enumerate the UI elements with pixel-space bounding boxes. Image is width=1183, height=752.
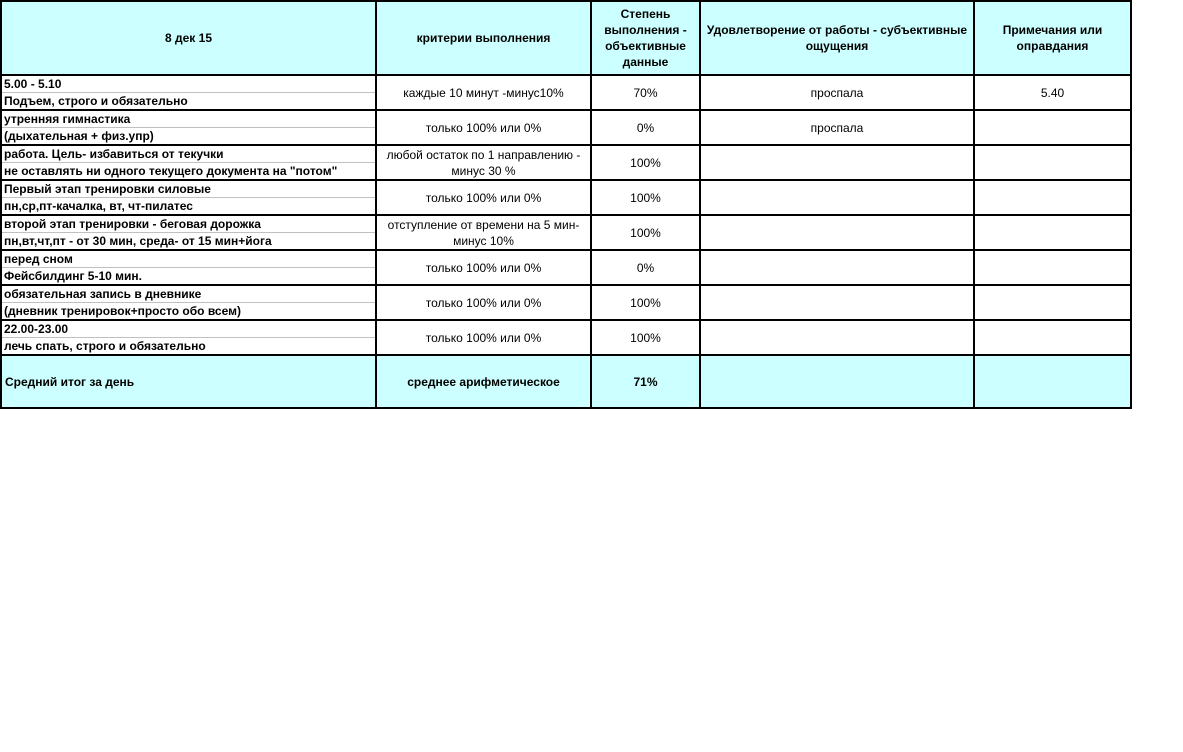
degree-cell[interactable]: 100%: [590, 179, 701, 216]
footer-criteria[interactable]: среднее арифметическое: [375, 354, 592, 409]
task-description: пн,вт,чт,пт - от 30 мин, среда- от 15 ми…: [4, 234, 272, 248]
footer-satisfaction[interactable]: [699, 354, 975, 409]
footer-degree[interactable]: 71%: [590, 354, 701, 409]
criteria-cell[interactable]: только 100% или 0%: [375, 249, 592, 286]
criteria-cell[interactable]: только 100% или 0%: [375, 179, 592, 216]
task-time-or-title: 22.00-23.00: [3, 322, 374, 338]
table-row: обязательная запись в дневнике (дневник т…: [0, 284, 1132, 321]
degree-cell[interactable]: 0%: [590, 109, 701, 146]
notes-cell[interactable]: [973, 109, 1132, 146]
task-description: пн,ср,пт-качалка, вт, чт-пилатес: [4, 199, 193, 213]
task-time-or-title: обязательная запись в дневнике: [3, 287, 374, 303]
notes-cell[interactable]: [973, 144, 1132, 181]
task-time-or-title: перед сном: [3, 252, 374, 268]
criteria-cell[interactable]: только 100% или 0%: [375, 284, 592, 321]
task-time-or-title: 5.00 - 5.10: [3, 77, 374, 93]
task-description: Подъем, строго и обязательно: [4, 94, 188, 108]
table-row: 5.00 - 5.10 Подъем, строго и обязательно …: [0, 74, 1132, 111]
task-description: (дыхательная + физ.упр): [4, 129, 154, 143]
task-description: (дневник тренировок+просто обо всем): [4, 304, 241, 318]
header-satisfaction[interactable]: Удовлетворение от работы - субъективные …: [699, 0, 975, 76]
degree-cell[interactable]: 100%: [590, 144, 701, 181]
task-cell[interactable]: обязательная запись в дневнике (дневник т…: [0, 284, 377, 321]
degree-cell[interactable]: 100%: [590, 319, 701, 356]
header-row: 8 дек 15 критерии выполнения Степень вып…: [0, 0, 1132, 76]
task-description: лечь спать, строго и обязательно: [4, 339, 206, 353]
task-cell[interactable]: 22.00-23.00 лечь спать, строго и обязател…: [0, 319, 377, 356]
task-cell[interactable]: Первый этап тренировки силовые пн,ср,пт-к…: [0, 179, 377, 216]
notes-cell[interactable]: [973, 284, 1132, 321]
criteria-cell[interactable]: каждые 10 минут -минус10%: [375, 74, 592, 111]
satisfaction-cell[interactable]: [699, 144, 975, 181]
header-criteria[interactable]: критерии выполнения: [375, 0, 592, 76]
footer-notes[interactable]: [973, 354, 1132, 409]
criteria-cell[interactable]: отступление от времени на 5 мин- минус 1…: [375, 214, 592, 251]
header-date[interactable]: 8 дек 15: [0, 0, 377, 76]
task-time-or-title: работа. Цель- избавиться от текучки: [3, 147, 374, 163]
satisfaction-cell[interactable]: проспала: [699, 109, 975, 146]
task-time-or-title: Первый этап тренировки силовые: [3, 182, 374, 198]
notes-cell[interactable]: 5.40: [973, 74, 1132, 111]
notes-cell[interactable]: [973, 214, 1132, 251]
satisfaction-cell[interactable]: [699, 249, 975, 286]
table-row: перед сном Фейсбилдинг 5-10 мин. только 1…: [0, 249, 1132, 286]
daily-plan-table: 8 дек 15 критерии выполнения Степень вып…: [0, 0, 1132, 409]
degree-cell[interactable]: 100%: [590, 284, 701, 321]
criteria-cell[interactable]: только 100% или 0%: [375, 109, 592, 146]
satisfaction-cell[interactable]: [699, 179, 975, 216]
satisfaction-cell[interactable]: [699, 284, 975, 321]
footer-label[interactable]: Средний итог за день: [0, 354, 377, 409]
criteria-cell[interactable]: любой остаток по 1 направлению - минус 3…: [375, 144, 592, 181]
task-description: Фейсбилдинг 5-10 мин.: [4, 269, 142, 283]
table-row: второй этап тренировки - беговая дорожка…: [0, 214, 1132, 251]
table-row: Первый этап тренировки силовые пн,ср,пт-к…: [0, 179, 1132, 216]
satisfaction-cell[interactable]: [699, 214, 975, 251]
notes-cell[interactable]: [973, 179, 1132, 216]
degree-cell[interactable]: 100%: [590, 214, 701, 251]
task-description: не оставлять ни одного текущего документ…: [4, 164, 338, 178]
task-time-or-title: второй этап тренировки - беговая дорожка: [3, 217, 374, 233]
degree-cell[interactable]: 70%: [590, 74, 701, 111]
task-cell[interactable]: перед сном Фейсбилдинг 5-10 мин.: [0, 249, 377, 286]
table-row: работа. Цель- избавиться от текучки не ос…: [0, 144, 1132, 181]
satisfaction-cell[interactable]: проспала: [699, 74, 975, 111]
task-cell[interactable]: 5.00 - 5.10 Подъем, строго и обязательно: [0, 74, 377, 111]
task-cell[interactable]: второй этап тренировки - беговая дорожка…: [0, 214, 377, 251]
notes-cell[interactable]: [973, 319, 1132, 356]
satisfaction-cell[interactable]: [699, 319, 975, 356]
criteria-cell[interactable]: только 100% или 0%: [375, 319, 592, 356]
task-cell[interactable]: работа. Цель- избавиться от текучки не ос…: [0, 144, 377, 181]
footer-row: Средний итог за день среднее арифметичес…: [0, 354, 1132, 409]
header-notes[interactable]: Примечания или оправдания: [973, 0, 1132, 76]
task-time-or-title: утренняя гимнастика: [3, 112, 374, 128]
table-row: 22.00-23.00 лечь спать, строго и обязател…: [0, 319, 1132, 356]
header-degree[interactable]: Степень выполнения - объективные данные: [590, 0, 701, 76]
notes-cell[interactable]: [973, 249, 1132, 286]
table-row: утренняя гимнастика (дыхательная + физ.уп…: [0, 109, 1132, 146]
task-cell[interactable]: утренняя гимнастика (дыхательная + физ.уп…: [0, 109, 377, 146]
degree-cell[interactable]: 0%: [590, 249, 701, 286]
